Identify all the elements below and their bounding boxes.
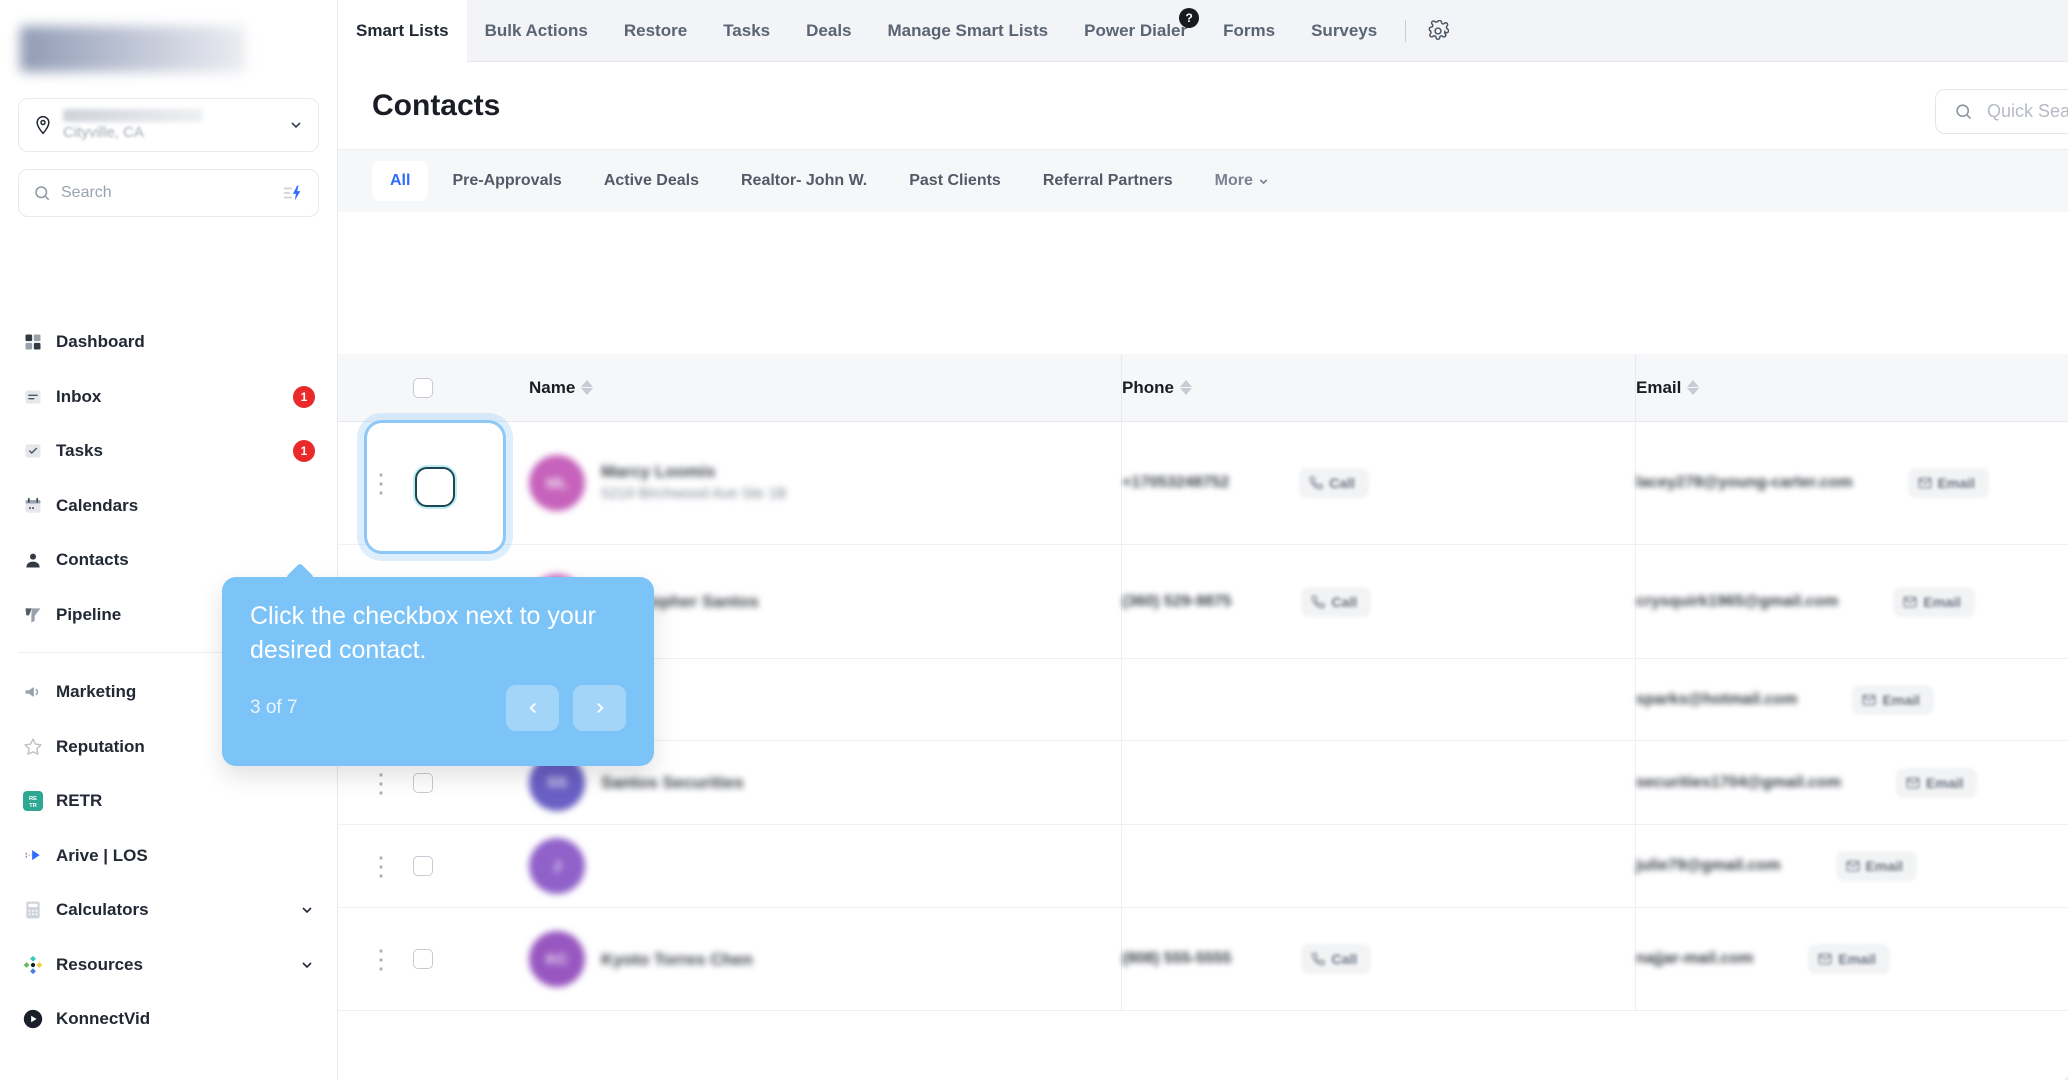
svg-text:TR: TR <box>29 803 38 809</box>
svg-text:RE: RE <box>29 796 37 802</box>
